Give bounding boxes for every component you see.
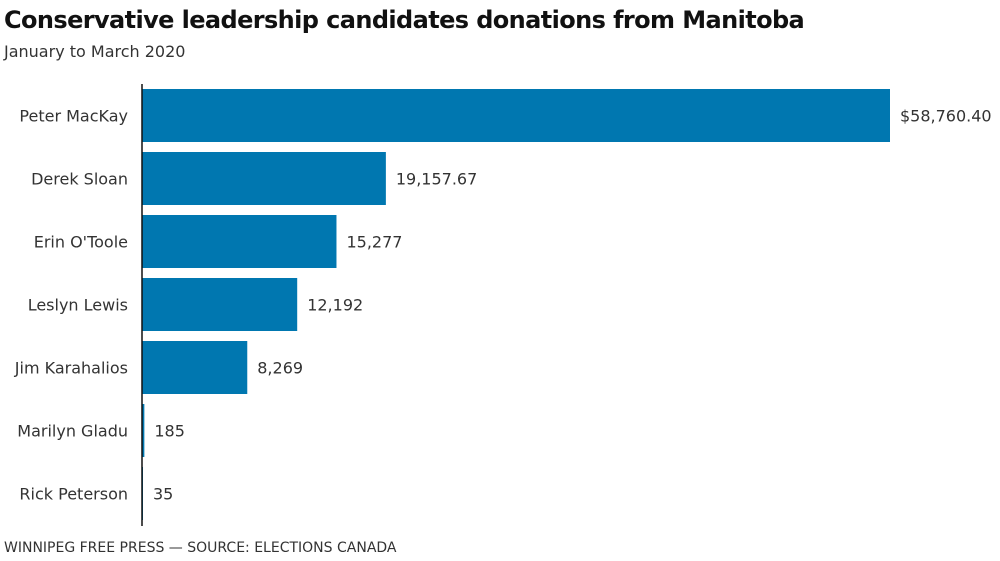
- category-labels: Peter MacKay Derek Sloan Erin O'Toole Lesly…: [14, 107, 128, 504]
- category-label: Jim Karahalios: [14, 359, 128, 378]
- chart-title: Conservative leadership candidates donat…: [4, 6, 805, 34]
- bars-group: [142, 89, 890, 520]
- bar: [142, 341, 248, 394]
- bar: [142, 215, 337, 268]
- value-label: 19,157.67: [396, 170, 477, 189]
- bar: [142, 404, 145, 457]
- value-labels: $58,760.40 19,157.67 15,277 12,192 8,269 185 3…: [153, 107, 992, 504]
- category-label: Peter MacKay: [19, 107, 128, 126]
- category-label: Leslyn Lewis: [28, 296, 128, 315]
- value-label: 15,277: [346, 233, 402, 252]
- source-credit: WINNIPEG FREE PRESS — SOURCE: ELECTIONS …: [4, 540, 397, 556]
- value-label: 12,192: [307, 296, 363, 315]
- value-label: 8,269: [257, 359, 303, 378]
- bar: [142, 152, 386, 205]
- bar: [142, 89, 890, 142]
- category-label: Rick Peterson: [19, 485, 128, 504]
- bar: [142, 278, 298, 331]
- category-label: Erin O'Toole: [34, 233, 128, 252]
- chart-subtitle: January to March 2020: [4, 42, 186, 61]
- value-label: 35: [153, 485, 173, 504]
- value-label: 185: [154, 422, 185, 441]
- category-label: Derek Sloan: [31, 170, 128, 189]
- category-label: Marilyn Gladu: [17, 422, 128, 441]
- value-label: $58,760.40: [900, 107, 992, 126]
